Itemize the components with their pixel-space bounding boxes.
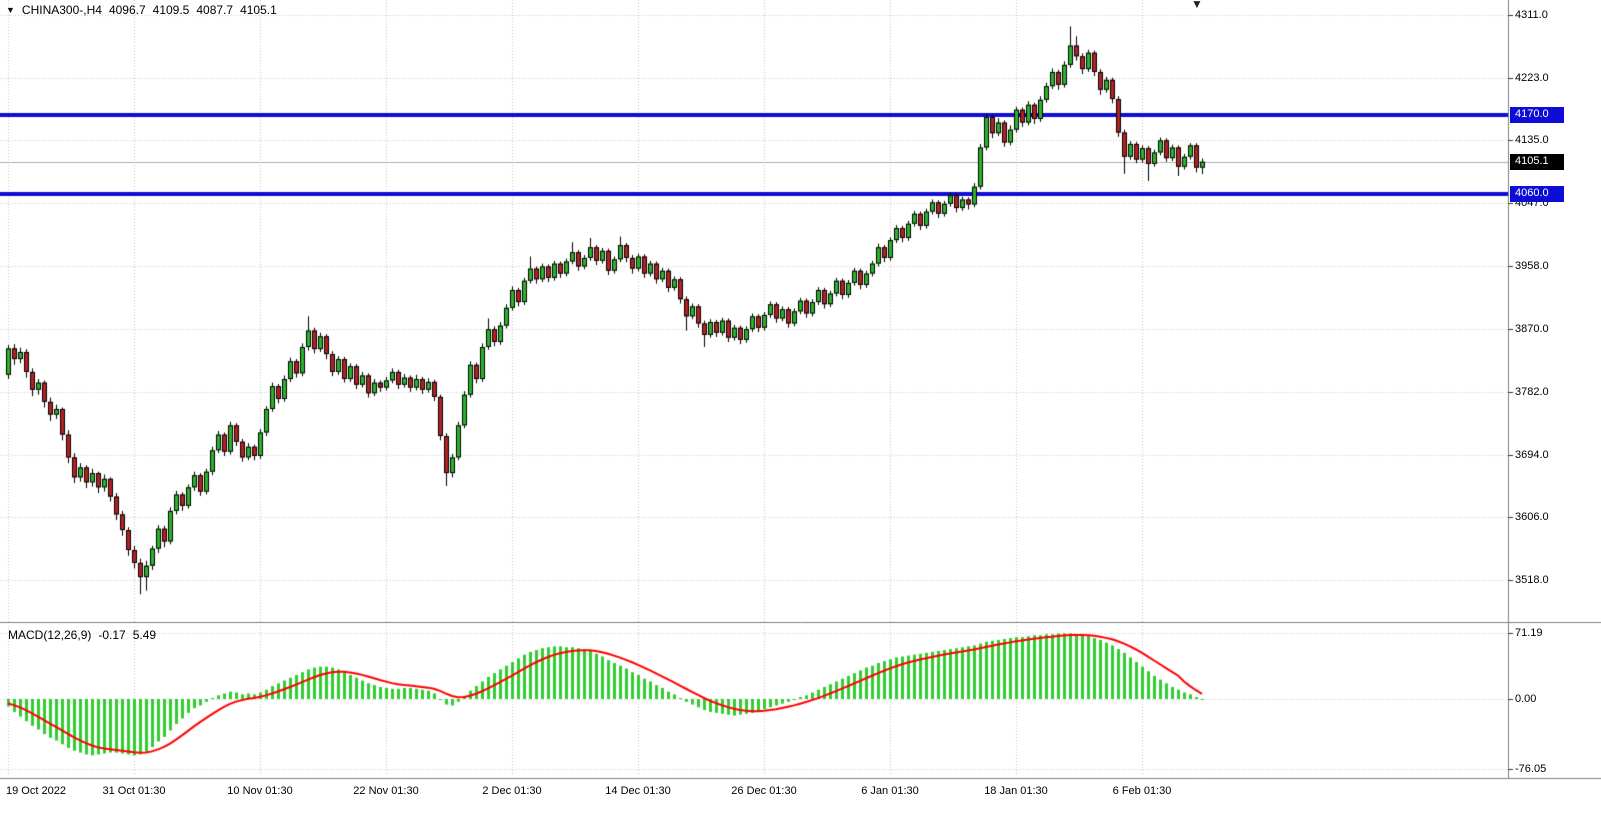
level-price-badge[interactable]: 4060.0 xyxy=(1510,186,1564,202)
price-axis-label: 3958.0 xyxy=(1515,260,1549,272)
current-price-badge[interactable]: 4105.1 xyxy=(1510,154,1564,170)
time-axis-label: 6 Jan 01:30 xyxy=(861,785,919,797)
symbol-timeframe-label: CHINA300-,H4 xyxy=(21,3,102,17)
macd-axis-label: 0.00 xyxy=(1515,693,1537,705)
time-axis-label: 19 Oct 2022 xyxy=(6,785,66,797)
time-axis-label: 22 Nov 01:30 xyxy=(353,785,419,797)
time-axis-label: 31 Oct 01:30 xyxy=(102,785,166,797)
price-axis-label: 4311.0 xyxy=(1515,9,1548,21)
price-axis-label: 3782.0 xyxy=(1515,386,1549,398)
ohlc-close: 4105.1 xyxy=(240,3,277,17)
macd-indicator-label: MACD(12,26,9) -0.17 5.49 xyxy=(8,628,156,642)
level-price-badge[interactable]: 4170.0 xyxy=(1510,107,1564,123)
time-axis-label: 26 Dec 01:30 xyxy=(731,785,797,797)
macd-main-value: -0.17 xyxy=(98,628,126,642)
price-axis-label: 3606.0 xyxy=(1515,511,1549,523)
time-axis-label: 6 Feb 01:30 xyxy=(1112,785,1172,797)
time-axis-label: 14 Dec 01:30 xyxy=(605,785,671,797)
price-axis-label: 3694.0 xyxy=(1515,449,1549,461)
chart-title: ▼ CHINA300-,H4 4096.7 4109.5 4087.7 4105… xyxy=(6,3,277,17)
ohlc-open: 4096.7 xyxy=(108,3,146,17)
macd-signal-value: 5.49 xyxy=(132,628,157,642)
macd-axis-label: 71.19 xyxy=(1515,627,1543,639)
ohlc-low: 4087.7 xyxy=(196,3,234,17)
ohlc-high: 4109.5 xyxy=(152,3,190,17)
price-axis-label: 4223.0 xyxy=(1515,72,1549,84)
macd-axis-label: -76.05 xyxy=(1515,763,1547,775)
macd-name: MACD(12,26,9) xyxy=(8,628,92,642)
time-axis[interactable]: 19 Oct 2022 31 Oct 01:30 10 Nov 01:30 22 No… xyxy=(0,778,1508,808)
price-axis-label: 3870.0 xyxy=(1515,323,1549,335)
time-axis-label: 2 Dec 01:30 xyxy=(482,785,542,797)
time-axis-label: 18 Jan 01:30 xyxy=(984,785,1048,797)
symbol-dropdown-icon: ▼ xyxy=(6,5,15,15)
chart-shift-marker-icon[interactable]: ▼ xyxy=(1191,0,1203,11)
price-axis-label: 3518.0 xyxy=(1515,574,1549,586)
time-axis-label: 10 Nov 01:30 xyxy=(227,785,293,797)
price-axis-label: 4135.0 xyxy=(1515,134,1549,146)
price-axis[interactable]: 4311.0 4223.0 4135.0 4047.0 3958.0 3870.0 3782… xyxy=(1509,0,1601,825)
